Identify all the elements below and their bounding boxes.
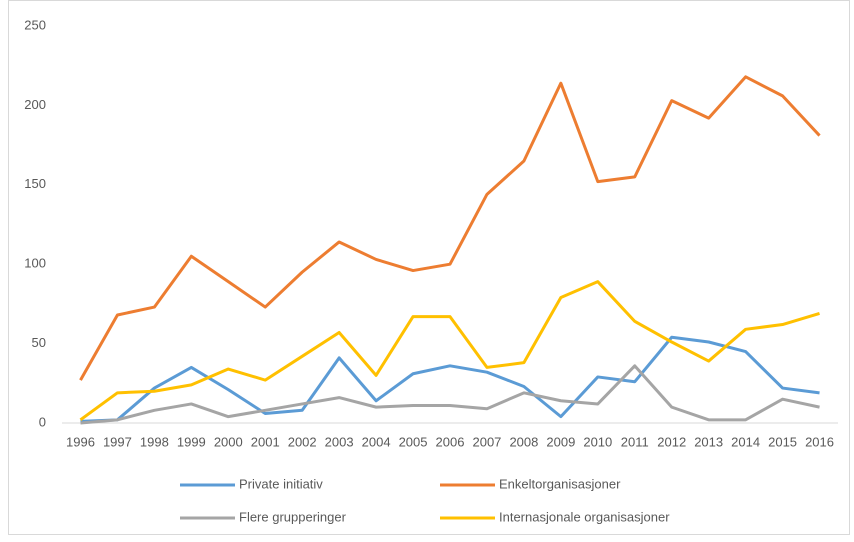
x-tick-label: 1997: [103, 434, 132, 449]
y-tick-label: 50: [32, 335, 46, 350]
y-tick-label: 100: [24, 256, 46, 271]
x-tick-label: 2005: [399, 434, 428, 449]
x-tick-label: 2016: [805, 434, 834, 449]
x-tick-label: 2014: [731, 434, 760, 449]
x-tick-label: 2015: [768, 434, 797, 449]
x-tick-label: 2003: [325, 434, 354, 449]
x-tick-label: 2004: [362, 434, 391, 449]
legend-label: Private initiativ: [239, 476, 323, 491]
x-tick-label: 2007: [472, 434, 501, 449]
x-tick-label: 2013: [694, 434, 723, 449]
x-tick-label: 2012: [657, 434, 686, 449]
legend-label: Flere grupperinger: [239, 509, 347, 524]
y-tick-label: 0: [39, 414, 46, 429]
x-tick-label: 2011: [621, 434, 649, 449]
series-line: [79, 280, 820, 422]
x-tick-label: 2002: [288, 434, 317, 449]
x-tick-label: 2006: [436, 434, 465, 449]
y-tick-label: 200: [24, 97, 46, 112]
x-tick-label: 2010: [583, 434, 612, 449]
x-tick-label: 2000: [214, 434, 243, 449]
x-tick-label: 2001: [251, 434, 280, 449]
x-tick-label: 2009: [546, 434, 575, 449]
series-line: [79, 75, 821, 381]
series-line: [80, 364, 820, 425]
x-tick-label: 1999: [177, 434, 206, 449]
x-tick-label: 2008: [509, 434, 538, 449]
legend-label: Enkeltorganisasjoner: [499, 476, 621, 491]
x-tick-label: 1998: [140, 434, 169, 449]
y-tick-label: 250: [24, 17, 46, 32]
y-tick-label: 150: [24, 176, 46, 191]
legend-label: Internasjonale organisasjoner: [499, 509, 670, 524]
series-line: [80, 335, 820, 423]
x-tick-label: 1996: [66, 434, 95, 449]
